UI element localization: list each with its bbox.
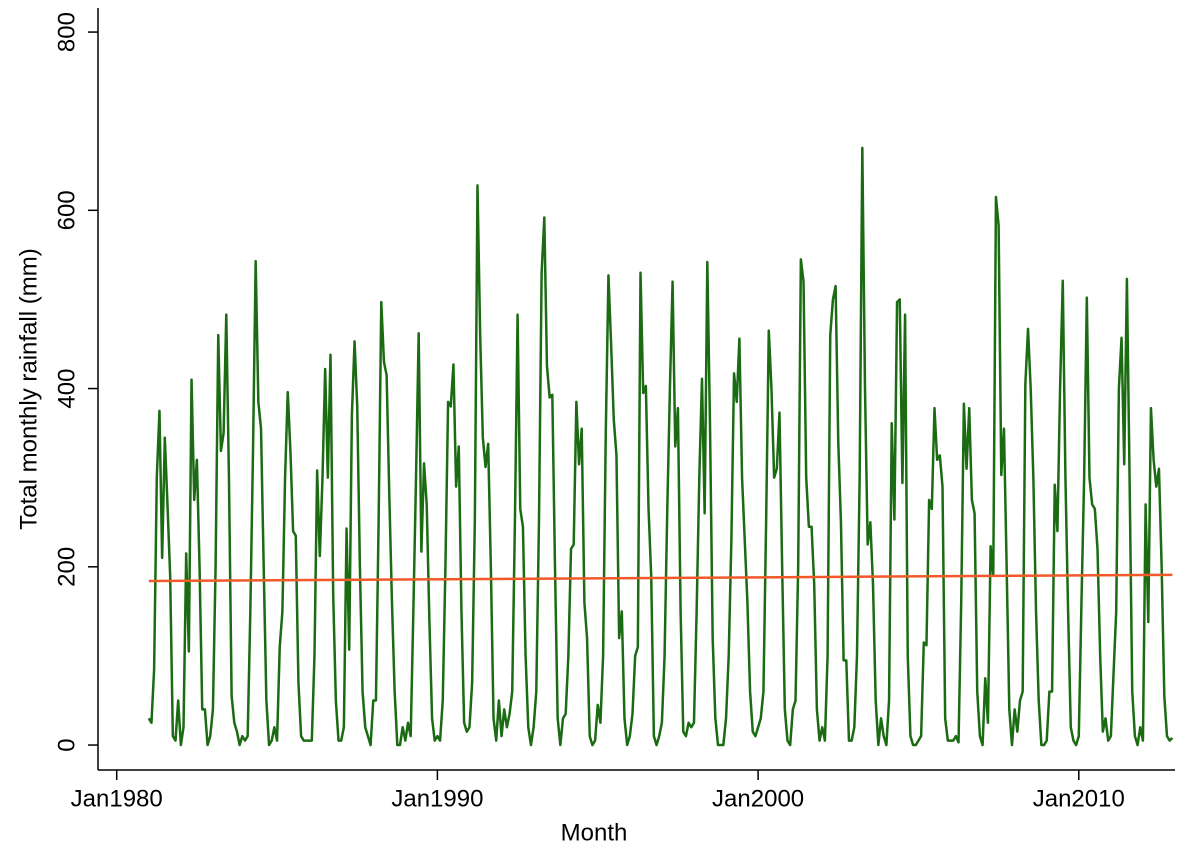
fit-line (148, 573, 1173, 583)
x-tick-label: Jan1990 (391, 785, 483, 812)
x-tick-label: Jan2010 (1033, 785, 1125, 812)
x-tick-label: Jan1980 (71, 785, 163, 812)
y-tick-label: 0 (53, 738, 80, 751)
rainfall-line (147, 146, 1174, 747)
x-axis-title: Month (561, 819, 628, 846)
y-tick-label: 400 (53, 369, 80, 409)
y-axis-title: Total monthly rainfall (mm) (15, 248, 42, 529)
y-tick-label: 200 (53, 547, 80, 587)
y-tick-label: 600 (53, 190, 80, 230)
y-tick-label: 800 (53, 12, 80, 52)
x-tick-label: Jan2000 (712, 785, 804, 812)
